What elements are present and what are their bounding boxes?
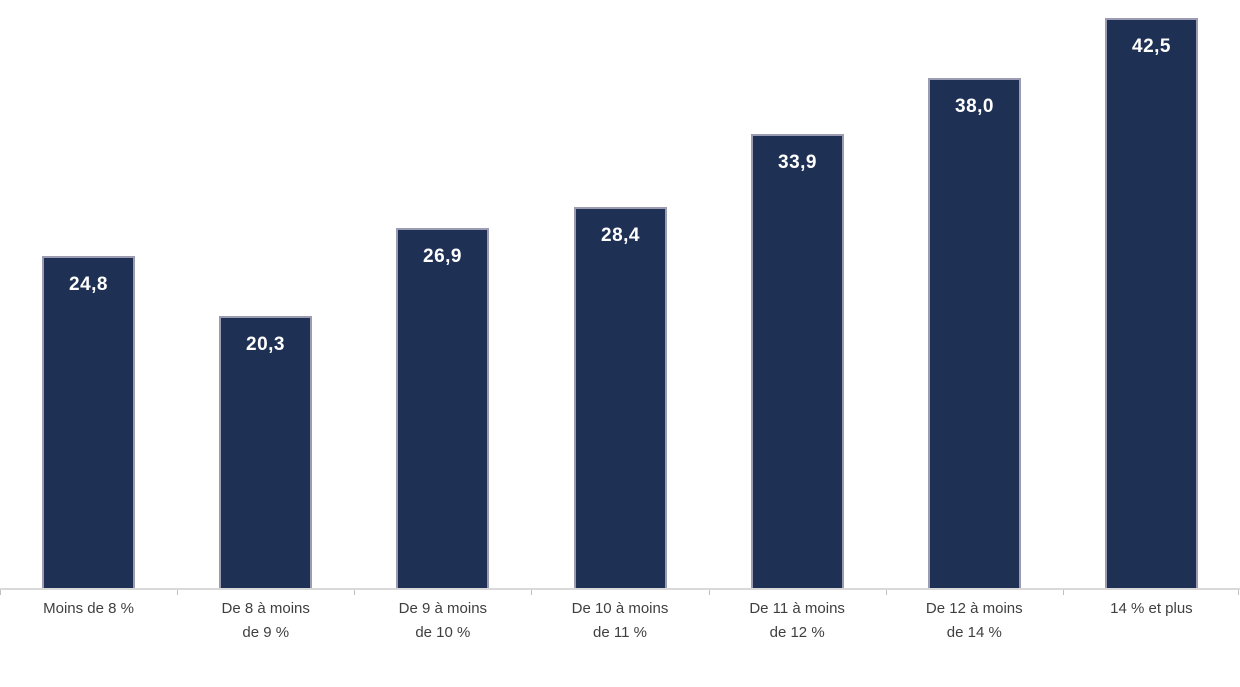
x-axis-tick [709,590,710,595]
bar: 26,9 [396,228,489,589]
x-axis-line [0,588,1240,590]
category-label: De 9 à moins de 10 % [398,600,488,641]
bar: 38,0 [928,78,1021,589]
bar: 33,9 [751,134,844,589]
x-axis-tick [886,590,887,595]
x-axis-tick [1238,590,1239,595]
bar: 42,5 [1105,18,1198,589]
category-label: De 8 à moins de 9 % [221,600,310,641]
x-axis-tick [1063,590,1064,595]
bar: 24,8 [42,256,135,589]
bar-value-label: 24,8 [69,274,108,295]
x-axis-tick [0,590,1,595]
x-axis-tick [531,590,532,595]
x-axis-tick [177,590,178,595]
bar-value-label: 20,3 [246,334,285,355]
bar-value-label: 42,5 [1132,36,1171,57]
bar-value-label: 38,0 [955,96,994,117]
plot-area: 24,8 20,3 26,9 28,4 33,9 38,0 42,5 [0,18,1240,595]
x-axis-tick [354,590,355,595]
category-label: 14 % et plus [1110,600,1193,617]
bar-value-label: 33,9 [778,152,817,173]
bar: 20,3 [219,316,312,589]
x-axis-labels: Moins de 8 % De 8 à moins de 9 % De 9 à mo… [0,597,1240,645]
category-label: De 12 à moins de 14 % [925,600,1023,641]
category-label: De 10 à moins de 11 % [571,600,669,641]
category-label: De 11 à moins de 12 % [749,600,845,641]
bar: 28,4 [574,207,667,589]
bar-value-label: 28,4 [601,225,640,246]
bar-value-label: 26,9 [423,246,462,267]
category-label: Moins de 8 % [43,600,135,617]
